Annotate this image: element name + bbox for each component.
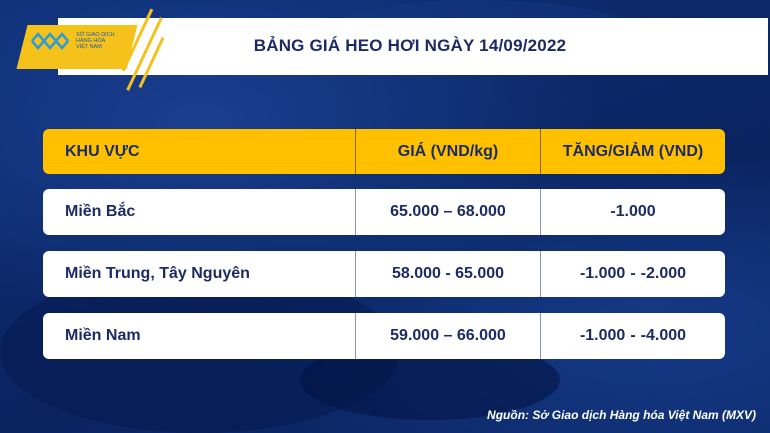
- table-row: Miền Nam 59.000 – 66.000 -1.000- -4.000: [43, 313, 725, 359]
- change-cell: -1.000- -2.000: [541, 251, 725, 297]
- region-cell: Miền Trung, Tây Nguyên: [43, 251, 356, 297]
- source-note: Nguồn: Sở Giao dịch Hàng hóa Việt Nam (M…: [487, 408, 756, 422]
- change-cell: -1.000: [541, 189, 725, 235]
- change-max: -4.000: [640, 327, 687, 344]
- change-cell: -1.000- -4.000: [541, 313, 725, 359]
- change-min: -1.000: [579, 265, 626, 282]
- range-separator: -: [630, 265, 636, 282]
- price-cell: 58.000 - 65.000: [356, 251, 541, 297]
- table-header: KHU VỰC GIÁ (VND/kg) TĂNG/GIẢM (VND): [43, 129, 725, 174]
- price-cell: 65.000 – 68.000: [356, 189, 541, 235]
- header-region: KHU VỰC: [43, 129, 356, 174]
- range-separator: -: [630, 327, 636, 344]
- region-cell: Miền Nam: [43, 313, 356, 359]
- table-row: Miền Bắc 65.000 – 68.000 -1.000: [43, 189, 725, 235]
- header-change: TĂNG/GIẢM (VND): [562, 142, 704, 160]
- logo-mark-icon: [31, 32, 69, 50]
- logo-text: SỞ GIAO DỊCH HÀNG HÓA VIỆT NAM: [76, 32, 120, 50]
- table-row: Miền Trung, Tây Nguyên 58.000 - 65.000 -…: [43, 251, 725, 297]
- title-banner: [58, 18, 768, 75]
- logo: SỞ GIAO DỊCH HÀNG HÓA VIỆT NAM: [30, 31, 120, 51]
- region-cell: Miền Bắc: [43, 189, 356, 235]
- logo-line: HÀNG HÓA: [76, 38, 106, 44]
- change-value: -1.000: [610, 203, 656, 220]
- price-cell: 59.000 – 66.000: [356, 313, 541, 359]
- logo-line: SỞ GIAO DỊCH: [76, 32, 115, 38]
- page-title: BẢNG GIÁ HEO HƠI NGÀY 14/09/2022: [253, 36, 567, 55]
- change-min: -1.000: [579, 327, 626, 344]
- change-max: -2.000: [640, 265, 687, 282]
- header-price: GIÁ (VND/kg): [356, 129, 541, 174]
- logo-line: VIỆT NAM: [76, 44, 102, 50]
